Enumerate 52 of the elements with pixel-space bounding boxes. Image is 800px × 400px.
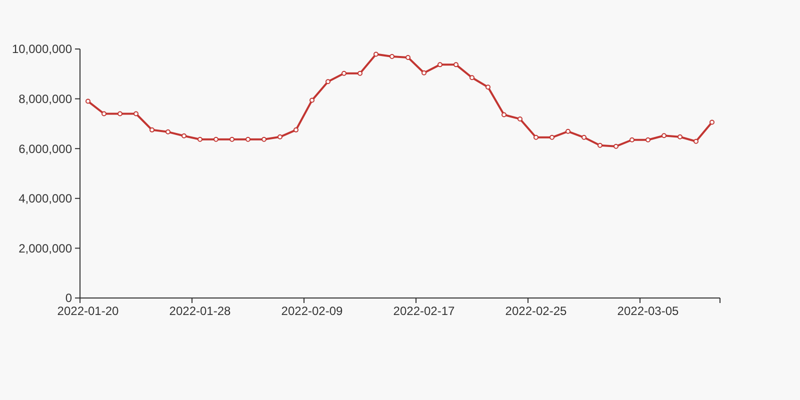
point [374, 52, 378, 57]
point [278, 134, 282, 140]
y-tick-label: 4,000,000 [18, 192, 72, 206]
x-tick-label: 2022-03-05 [617, 304, 680, 318]
point [134, 111, 138, 116]
point [454, 62, 458, 68]
point [294, 127, 298, 132]
point [582, 134, 586, 140]
point [502, 112, 506, 118]
point [470, 75, 474, 80]
point [182, 133, 186, 138]
point [118, 111, 122, 116]
y-tick-label: 2,000,000 [18, 241, 72, 256]
point [422, 70, 426, 76]
x-tick-label: 2022-02-09 [281, 304, 344, 318]
point [230, 136, 234, 142]
point [646, 137, 650, 142]
point [630, 137, 634, 142]
point [662, 133, 666, 138]
point [358, 70, 362, 76]
point [102, 111, 106, 116]
y-tick-label: 8,000,000 [18, 92, 72, 106]
point [166, 129, 170, 134]
point [710, 120, 714, 125]
point [390, 54, 394, 59]
x-tick-label: 2022-02-17 [393, 304, 456, 318]
point [342, 70, 346, 76]
x-tick-label: 2022-01-20 [57, 304, 120, 318]
x-tick-label: 2022-01-28 [169, 304, 232, 318]
x-tick-label: 2022-02-25 [505, 304, 568, 318]
y-tick-label: 10,000,000 [12, 42, 72, 56]
point [678, 134, 682, 140]
point [150, 127, 154, 132]
point [214, 136, 218, 142]
point [438, 62, 442, 68]
point [550, 134, 554, 140]
point [598, 142, 602, 148]
point [246, 136, 250, 142]
point [326, 79, 330, 84]
y-tick-label: 6,000,000 [18, 142, 72, 156]
point [310, 98, 314, 103]
point [614, 144, 618, 149]
point [534, 134, 538, 140]
y-tick-label: 0 [65, 291, 72, 306]
point [86, 98, 90, 104]
point [518, 116, 522, 122]
point [262, 136, 266, 142]
point [198, 136, 202, 142]
point [406, 54, 410, 60]
point [694, 138, 698, 144]
point [566, 128, 570, 134]
point [486, 84, 490, 90]
